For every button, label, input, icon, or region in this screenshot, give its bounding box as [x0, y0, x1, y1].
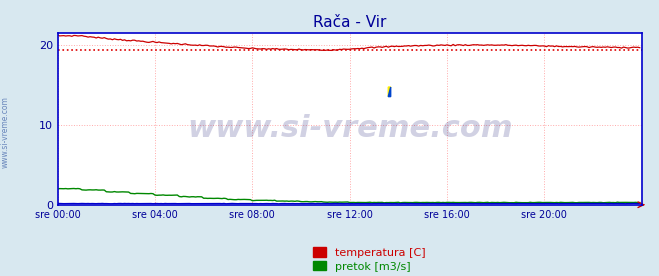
- Legend: temperatura [C], pretok [m3/s]: temperatura [C], pretok [m3/s]: [308, 243, 430, 276]
- Text: www.si-vreme.com: www.si-vreme.com: [1, 97, 10, 168]
- Title: Rača - Vir: Rača - Vir: [313, 15, 386, 30]
- Text: www.si-vreme.com: www.si-vreme.com: [187, 114, 513, 143]
- Polygon shape: [388, 87, 391, 97]
- Polygon shape: [388, 87, 391, 97]
